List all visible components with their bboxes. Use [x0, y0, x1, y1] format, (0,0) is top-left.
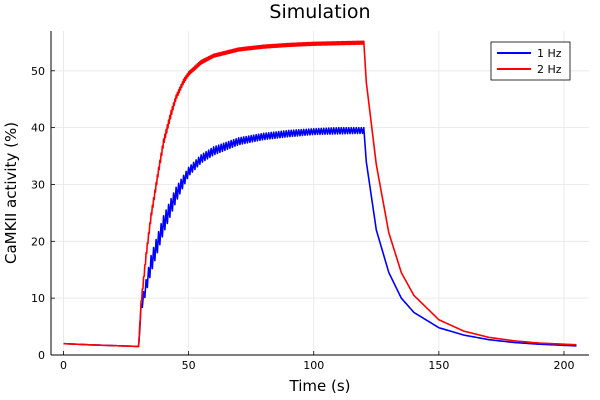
x-tick-label: 200	[553, 359, 574, 372]
y-tick-label: 40	[31, 122, 45, 135]
series-lines	[63, 40, 577, 348]
series-line-1hz	[63, 126, 577, 348]
y-tick-label: 10	[31, 292, 45, 305]
axes	[50, 31, 589, 356]
x-ticks: 0 50 100 150 200	[60, 351, 574, 372]
series-line-2hz	[63, 40, 577, 348]
x-tick-label: 50	[182, 359, 196, 372]
y-tick-label: 30	[31, 178, 45, 191]
chart-title: Simulation	[269, 1, 370, 23]
x-axis-title: Time (s)	[289, 377, 351, 395]
legend: 1 Hz 2 Hz	[490, 41, 571, 81]
legend-label-1hz: 1 Hz	[537, 47, 562, 60]
legend-label-2hz: 2 Hz	[537, 63, 562, 76]
legend-box	[490, 41, 571, 81]
y-tick-label: 20	[31, 235, 45, 248]
x-tick-label: 0	[60, 359, 67, 372]
y-tick-label: 50	[31, 65, 45, 78]
y-axis-title: CaMKII activity (%)	[2, 122, 20, 264]
x-tick-label: 150	[428, 359, 449, 372]
y-tick-label: 0	[38, 349, 45, 362]
y-ticks: 0 10 20 30 40 50	[31, 65, 55, 362]
x-tick-label: 100	[303, 359, 324, 372]
